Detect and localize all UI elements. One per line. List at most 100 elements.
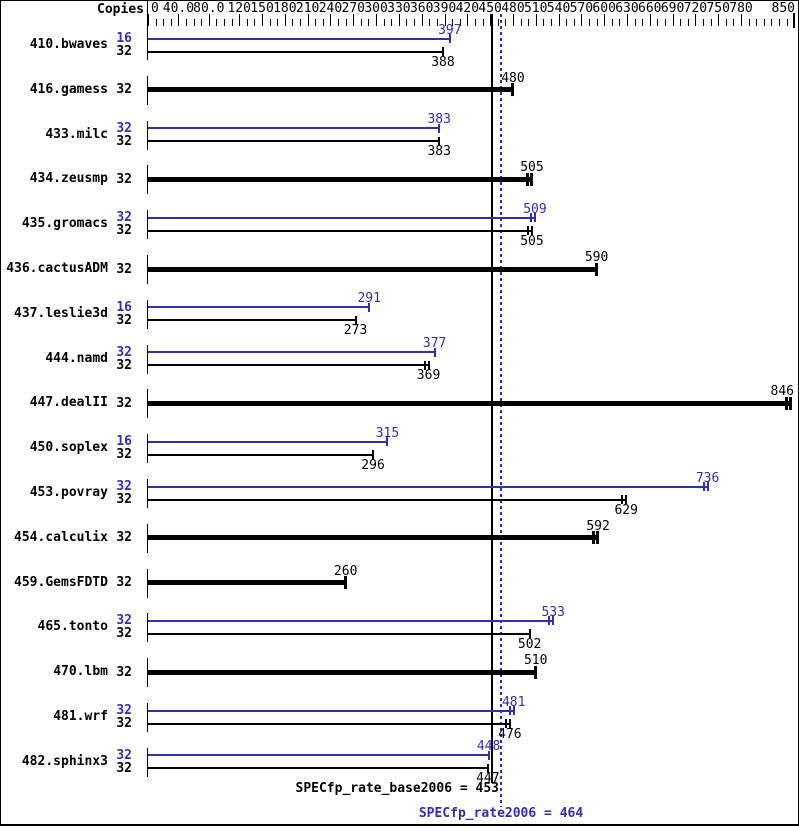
footer-peak-score: SPECfp_rate2006 = 464 — [418, 806, 584, 821]
axis-tick — [626, 14, 628, 26]
axis-tick-label: 630 — [615, 1, 639, 16]
benchmark-label: 482.sphinx3 — [21, 753, 108, 769]
axis-tick-label: 40.0 — [162, 1, 195, 16]
bar-end-tick — [372, 450, 375, 460]
bar-end-tick — [508, 719, 511, 728]
peak-value-label: 377 — [422, 336, 447, 352]
peak-value-label: 291 — [357, 291, 381, 307]
axis-tick — [421, 14, 423, 26]
copies-value: 32 — [116, 344, 132, 360]
peak-bar — [148, 709, 514, 712]
benchmark-group: 481.wrf 32 481 32 476 — [1, 695, 798, 741]
axis-tick — [763, 19, 765, 26]
benchmark-group: 454.calculix 32 592 — [1, 516, 798, 561]
bar-end-tick — [354, 315, 357, 325]
benchmark-label: 437.leslie3d — [14, 305, 108, 321]
copies-value: 32 — [116, 312, 132, 328]
axis-tick — [566, 19, 568, 26]
copies-column-header: Copies — [97, 2, 144, 17]
bar-baseline — [147, 389, 148, 419]
peak-bar — [148, 216, 535, 219]
bar-baseline — [147, 344, 148, 374]
bar-end-tick — [702, 482, 705, 491]
copies-value: 32 — [116, 171, 132, 187]
axis-tick — [300, 19, 302, 26]
base-bar — [148, 364, 429, 367]
peak-value-label: 533 — [541, 604, 565, 620]
base-value-label: 505 — [520, 160, 544, 176]
axis-tick-label: 480 — [501, 1, 525, 16]
copies-value: 32 — [116, 664, 132, 680]
axis-tick — [269, 19, 271, 26]
benchmark-group: 482.sphinx3 32 448 32 447 — [1, 740, 798, 785]
base-bar — [148, 669, 536, 675]
axis-tick-label: 330 — [387, 1, 411, 16]
footer-base-score: SPECfp_rate_base2006 = 453 — [295, 781, 500, 796]
axis-tick — [573, 19, 575, 26]
base-value-label: 260 — [333, 563, 358, 579]
axis-tick-label: 600 — [592, 1, 616, 16]
benchmark-label: 416.gamess — [29, 81, 108, 97]
copies-value: 32 — [116, 82, 132, 98]
bar-end-tick — [386, 437, 389, 447]
axis-tick-label: 540 — [546, 1, 571, 16]
axis-tick-label: 270 — [341, 1, 365, 16]
benchmark-label: 450.soplex — [29, 440, 108, 456]
axis-tick — [322, 19, 324, 26]
axis-tick — [634, 19, 636, 26]
peak-value-label: 315 — [375, 425, 400, 441]
benchmark-group: 447.dealII 32 846 — [1, 381, 798, 426]
copies-value: 32 — [116, 120, 132, 136]
base-value-label: 590 — [584, 250, 609, 265]
bar-end-tick — [487, 750, 490, 760]
benchmark-label: 465.tonto — [37, 619, 108, 635]
copies-value: 32 — [116, 760, 132, 776]
benchmark-label: 433.milc — [45, 126, 108, 142]
axis-tick — [224, 19, 226, 26]
axis-tick — [170, 19, 172, 26]
base-median-line — [491, 14, 494, 783]
benchmark-label: 435.gromacs — [21, 216, 108, 232]
copies-value: 32 — [116, 357, 132, 373]
axis-tick — [414, 19, 416, 26]
axis-tick — [733, 19, 735, 26]
axis-tick — [718, 14, 720, 26]
bar-baseline — [147, 255, 148, 284]
benchmark-label: 470.lbm — [53, 664, 108, 680]
axis-tick — [383, 19, 385, 26]
base-bar — [148, 266, 597, 272]
bar-baseline — [147, 434, 148, 464]
axis-tick — [748, 19, 750, 26]
peak-bar — [148, 351, 435, 354]
copies-value: 16 — [116, 31, 132, 46]
benchmark-group: 450.soplex 16 315 32 296 — [1, 425, 798, 472]
peak-bar — [148, 306, 370, 309]
base-value-label: 629 — [614, 502, 638, 518]
base-bar — [148, 453, 374, 456]
axis-tick-label: 180 — [273, 1, 297, 16]
axis-tick — [558, 14, 560, 26]
bar-end-tick — [533, 665, 537, 679]
peak-bar — [148, 127, 440, 130]
copies-value: 32 — [116, 492, 132, 507]
axis-tick-label: 570 — [569, 1, 594, 16]
axis-tick — [505, 19, 507, 26]
benchmark-group: 470.lbm 32 510 — [1, 650, 798, 695]
benchmark-group: 433.milc 32 383 32 383 — [1, 113, 798, 158]
axis-tick — [672, 14, 674, 26]
copies-value: 32 — [116, 44, 132, 59]
axis-tick — [368, 19, 370, 26]
axis-tick — [604, 14, 606, 26]
bar-end-tick — [530, 226, 533, 236]
benchmark-group: 465.tonto 32 533 32 502 — [1, 604, 798, 651]
axis-tick — [338, 19, 340, 26]
base-bar — [148, 50, 443, 53]
axis-tick — [687, 19, 689, 26]
peak-bar — [148, 754, 489, 757]
benchmark-label: 410.bwaves — [29, 37, 108, 52]
axis-tick — [345, 19, 347, 26]
benchmark-group: 435.gromacs 32 509 32 505 — [1, 202, 798, 248]
bar-end-tick — [508, 706, 511, 715]
bar-end-tick — [533, 213, 536, 223]
